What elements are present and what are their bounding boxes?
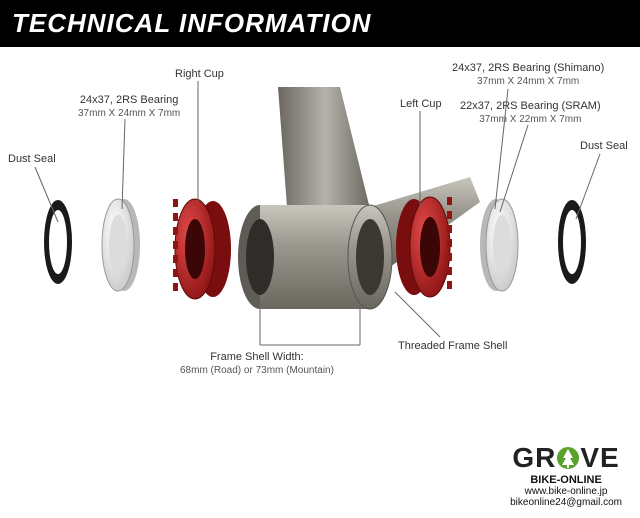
diagram-area: Dust Seal 24x37, 2RS Bearing 37mm X 24mm…	[0, 47, 640, 427]
logo: GRVE	[510, 442, 622, 474]
label-bearing-shimano: 24x37, 2RS Bearing (Shimano) 37mm X 24mm…	[452, 61, 604, 88]
label-frame-width: Frame Shell Width: 68mm (Road) or 73mm (…	[180, 350, 334, 377]
dust-seal-right	[558, 200, 586, 284]
footer-line2: www.bike-online.jp	[510, 486, 622, 497]
tree-icon	[556, 442, 580, 473]
bearing-left	[102, 199, 140, 291]
dust-seal-left	[44, 200, 72, 284]
bearing-right	[480, 199, 518, 291]
left-cup	[396, 197, 452, 297]
label-dust-seal-right: Dust Seal	[580, 139, 628, 153]
footer-line1: BIKE-ONLINE	[510, 474, 622, 486]
header-title: TECHNICAL INFORMATION	[12, 8, 371, 38]
right-cup	[173, 199, 231, 299]
header-bar: TECHNICAL INFORMATION	[0, 0, 640, 47]
label-right-cup: Right Cup	[175, 67, 224, 81]
label-bearing-left: 24x37, 2RS Bearing 37mm X 24mm X 7mm	[78, 93, 180, 120]
label-dust-seal-left: Dust Seal	[8, 152, 56, 166]
label-left-cup: Left Cup	[400, 97, 442, 111]
label-bearing-sram: 22x37, 2RS Bearing (SRAM) 37mm X 22mm X …	[460, 99, 601, 126]
footer-line3: bikeonline24@gmail.com	[510, 497, 622, 508]
label-threaded-shell: Threaded Frame Shell	[398, 339, 507, 353]
footer: GRVE BIKE-ONLINE www.bike-online.jp bike…	[510, 442, 622, 508]
